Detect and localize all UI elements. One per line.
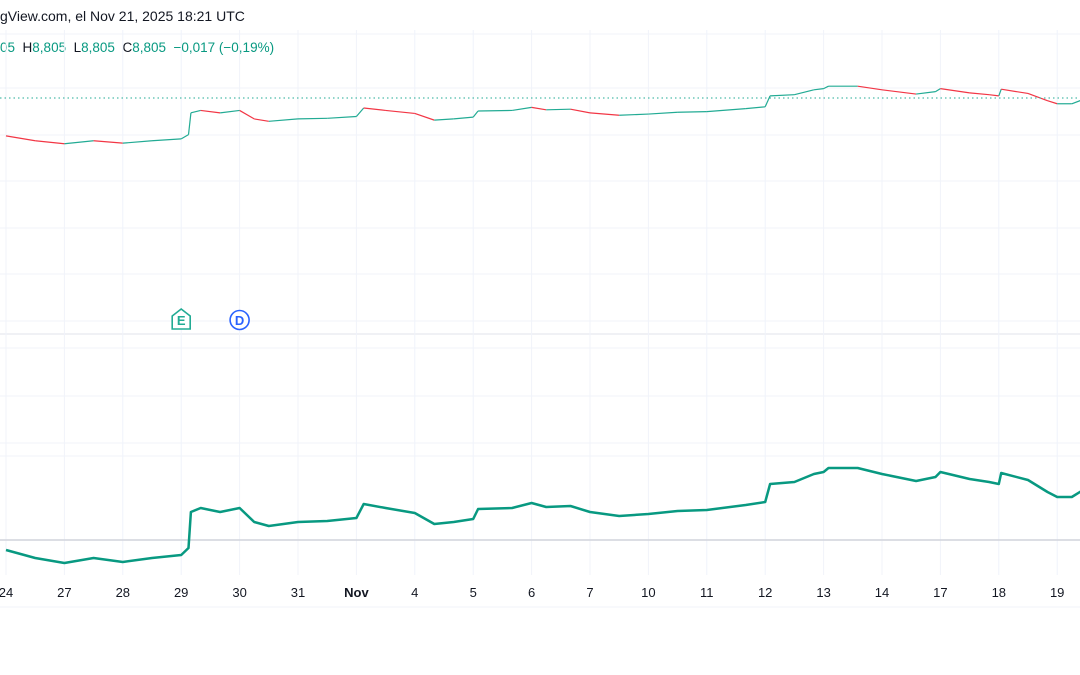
x-tick-label: 31	[291, 585, 305, 600]
price-segment	[998, 89, 1002, 97]
comparison-line-pane	[5, 466, 1080, 565]
main-price-pane	[0, 85, 1080, 145]
price-segment	[35, 140, 65, 145]
price-segment	[478, 109, 513, 112]
marker-label: D	[235, 313, 244, 328]
price-segment	[1071, 100, 1080, 105]
price-segment	[823, 85, 829, 90]
price-segment	[745, 106, 766, 110]
price-segment	[327, 115, 357, 119]
earnings-marker[interactable]: E	[171, 307, 191, 330]
x-tick-label: 4	[411, 585, 418, 600]
price-segment	[764, 95, 771, 108]
x-tick-label: 19	[1050, 585, 1064, 600]
price-segment	[254, 118, 269, 122]
price-segment	[570, 108, 591, 114]
x-tick-label: Nov	[344, 585, 369, 600]
x-tick-label: 13	[816, 585, 830, 600]
price-segment	[151, 138, 182, 142]
price-segment	[434, 118, 454, 121]
price-segment	[677, 111, 707, 113]
price-segment	[881, 89, 917, 95]
x-tick-label: 17	[933, 585, 947, 600]
price-segment	[915, 91, 936, 95]
price-segment	[190, 109, 201, 114]
price-segment	[940, 88, 970, 94]
price-segment	[385, 109, 415, 115]
price-segment	[453, 116, 474, 120]
price-segment	[813, 88, 824, 91]
marker-label: E	[177, 313, 186, 328]
price-segment	[93, 140, 123, 144]
price-segment	[706, 108, 746, 113]
price-segment	[414, 112, 435, 121]
x-tick-label: 11	[700, 585, 714, 600]
grid	[0, 30, 1080, 608]
price-segment	[1001, 88, 1029, 95]
x-tick-label: 30	[232, 585, 246, 600]
price-segment	[220, 109, 240, 114]
price-segment	[935, 88, 941, 93]
price-segment	[180, 134, 189, 140]
x-tick-label: 29	[174, 585, 188, 600]
x-tick-label: 12	[758, 585, 772, 600]
price-segment	[648, 111, 678, 115]
price-segment	[1027, 92, 1048, 102]
change-value: −0,017 (−0,19%)	[173, 40, 275, 55]
price-segment	[988, 94, 999, 97]
price-segment	[239, 109, 255, 120]
close-value: 8,805	[132, 40, 166, 55]
price-segment	[794, 89, 815, 96]
price-segment	[546, 108, 571, 111]
ohlc-legend: 05 H8,805 L8,805 C8,805 −0,017 (−0,19%)	[0, 40, 274, 55]
x-tick-label: 5	[470, 585, 477, 600]
price-segment	[472, 110, 479, 118]
price-segment	[64, 140, 94, 145]
price-segment	[268, 118, 299, 122]
chart-title: gView.com, el Nov 21, 2025 18:21 UTC	[0, 8, 245, 24]
dividend-marker[interactable]: D	[229, 309, 250, 331]
x-tick-label: 10	[641, 585, 655, 600]
price-segment	[5, 135, 36, 142]
price-segment	[857, 85, 883, 91]
price-segment	[1047, 100, 1058, 105]
x-tick-label: 14	[875, 585, 889, 600]
x-tick-label: 28	[116, 585, 130, 600]
price-segment	[187, 112, 192, 135]
price-segment	[531, 106, 547, 111]
dividend-icon	[229, 309, 250, 331]
price-segment	[770, 94, 795, 97]
price-segment	[589, 112, 620, 116]
x-tick-label: 24	[0, 585, 13, 600]
price-segment	[355, 107, 365, 117]
x-tick-label: 27	[57, 585, 71, 600]
price-segment	[363, 107, 386, 112]
open-value: 05	[0, 40, 16, 55]
price-segment	[969, 92, 990, 96]
x-axis: 24 27 28 29 30 31 Nov 4 5 6 7 10 11 12 13 14 17 18 19	[0, 585, 1064, 600]
x-tick-label: 6	[528, 585, 535, 600]
low-value: 8,805	[81, 40, 115, 55]
high-value: 8,805	[32, 40, 67, 55]
price-segment	[297, 117, 328, 120]
earnings-icon	[171, 307, 191, 330]
price-segment	[619, 113, 649, 116]
series-line	[5, 466, 1080, 565]
price-segment	[512, 106, 532, 112]
price-segment	[200, 109, 221, 114]
close-label: C	[122, 40, 133, 55]
price-segment	[122, 140, 153, 144]
x-tick-label: 7	[586, 585, 593, 600]
x-tick-label: 18	[992, 585, 1006, 600]
low-label: L	[73, 40, 82, 55]
high-label: H	[22, 40, 33, 55]
